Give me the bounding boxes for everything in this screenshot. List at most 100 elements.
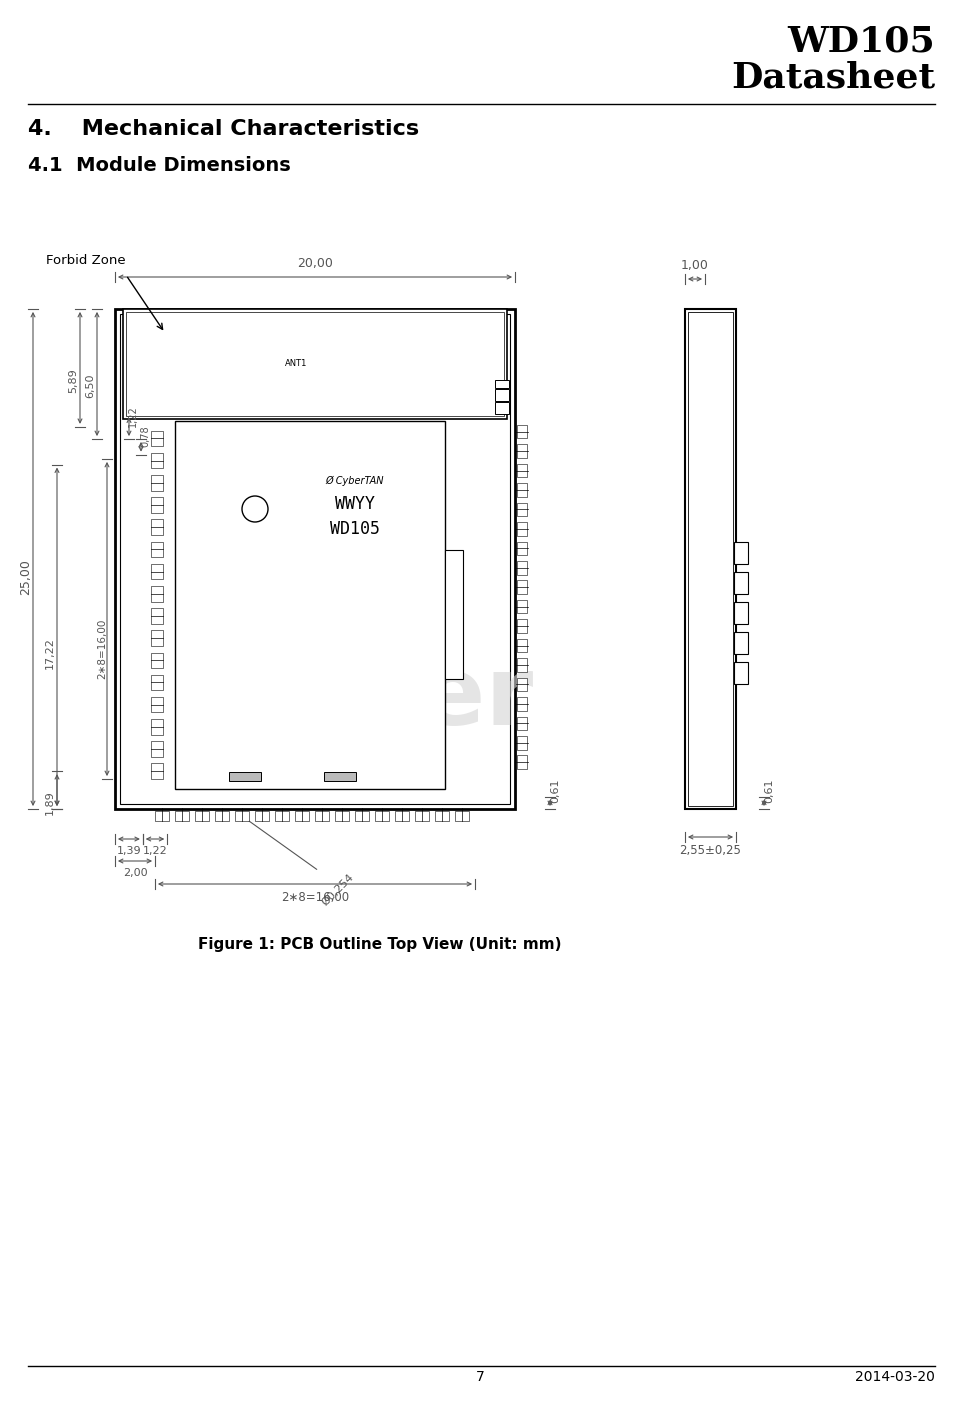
Bar <box>517 463 527 477</box>
Text: 1,22: 1,22 <box>128 404 138 427</box>
Bar <box>151 675 163 691</box>
Bar <box>517 716 527 730</box>
Bar <box>175 812 189 821</box>
Text: Datasheet: Datasheet <box>731 60 935 95</box>
Text: 2,00: 2,00 <box>123 868 148 878</box>
Bar <box>517 600 527 614</box>
Bar <box>235 812 249 821</box>
Bar <box>151 519 163 535</box>
Text: ►: ► <box>374 702 433 776</box>
Bar <box>734 571 748 594</box>
Bar <box>517 736 527 750</box>
Bar <box>517 483 527 497</box>
Text: 7: 7 <box>476 1370 484 1384</box>
Text: 4.  Mechanical Characteristics: 4. Mechanical Characteristics <box>28 119 419 139</box>
Bar <box>517 522 527 536</box>
Bar <box>255 812 269 821</box>
Text: 1,89: 1,89 <box>45 790 55 814</box>
Bar <box>315 812 329 821</box>
Bar <box>151 653 163 668</box>
Bar <box>151 475 163 490</box>
Text: 1,22: 1,22 <box>143 847 168 856</box>
Text: WWYY: WWYY <box>335 496 375 512</box>
Bar <box>734 542 748 564</box>
Text: 2,55±0,25: 2,55±0,25 <box>680 844 741 856</box>
Bar <box>517 678 527 691</box>
Text: 17,22: 17,22 <box>45 637 55 668</box>
Bar <box>375 812 389 821</box>
Text: 4.1  Module Dimensions: 4.1 Module Dimensions <box>28 156 291 176</box>
Bar <box>151 741 163 757</box>
Bar <box>215 812 229 821</box>
Bar <box>126 312 504 416</box>
Bar <box>435 812 449 821</box>
Bar <box>495 389 509 402</box>
Bar <box>151 585 163 601</box>
Bar <box>517 696 527 710</box>
Bar <box>455 812 469 821</box>
Bar <box>151 608 163 623</box>
Text: 2∗8=16,00: 2∗8=16,00 <box>281 892 349 904</box>
Bar <box>517 580 527 594</box>
Bar <box>355 812 369 821</box>
Bar <box>495 402 509 414</box>
Bar <box>517 639 527 653</box>
Text: WD105: WD105 <box>787 24 935 58</box>
Bar <box>151 497 163 512</box>
Bar <box>734 663 748 684</box>
Text: 1,00: 1,00 <box>681 258 709 272</box>
Bar <box>517 503 527 517</box>
Bar <box>517 562 527 574</box>
Bar <box>395 812 409 821</box>
Text: Ø CyberTAN: Ø CyberTAN <box>326 476 385 486</box>
Bar <box>734 632 748 654</box>
Bar <box>151 564 163 580</box>
Text: 0,61: 0,61 <box>550 778 560 803</box>
Bar <box>688 312 733 806</box>
Bar <box>734 602 748 623</box>
Text: Ø0,254: Ø0,254 <box>320 872 356 908</box>
Bar <box>517 658 527 671</box>
Text: Cyber: Cyber <box>215 651 533 746</box>
Bar <box>517 619 527 633</box>
Bar <box>685 309 736 809</box>
Bar <box>295 812 309 821</box>
Bar <box>323 772 356 781</box>
Text: 1,39: 1,39 <box>117 847 141 856</box>
Text: 0,78: 0,78 <box>140 425 150 446</box>
Text: 2∗8=16,00: 2∗8=16,00 <box>97 619 107 680</box>
Bar <box>155 812 169 821</box>
Text: 0,61: 0,61 <box>764 778 774 803</box>
Text: WD105: WD105 <box>330 519 380 538</box>
Bar <box>275 812 289 821</box>
Bar <box>151 764 163 779</box>
Bar <box>120 314 510 804</box>
Bar <box>517 444 527 458</box>
Bar <box>195 812 209 821</box>
Bar <box>151 630 163 646</box>
Bar <box>123 309 507 418</box>
Text: 20,00: 20,00 <box>297 257 333 270</box>
Text: 6,50: 6,50 <box>85 373 95 399</box>
Bar <box>151 542 163 557</box>
Bar <box>415 812 429 821</box>
Bar <box>335 812 349 821</box>
Bar <box>115 309 515 809</box>
Text: 5,89: 5,89 <box>68 368 78 393</box>
Bar <box>151 431 163 446</box>
Bar <box>495 380 509 388</box>
Text: Figure 1: PCB Outline Top View (Unit: mm): Figure 1: PCB Outline Top View (Unit: mm… <box>199 936 562 952</box>
Bar <box>151 453 163 469</box>
Text: 25,00: 25,00 <box>19 559 33 595</box>
Text: ANT1: ANT1 <box>285 359 307 368</box>
Bar <box>517 755 527 769</box>
Bar <box>151 696 163 712</box>
Bar <box>517 425 527 438</box>
Bar <box>517 542 527 555</box>
Text: 2014-03-20: 2014-03-20 <box>855 1370 935 1384</box>
Bar <box>151 719 163 734</box>
Bar <box>175 421 445 789</box>
Bar <box>229 772 261 781</box>
Bar <box>445 550 463 678</box>
Text: Forbid Zone: Forbid Zone <box>46 254 126 267</box>
